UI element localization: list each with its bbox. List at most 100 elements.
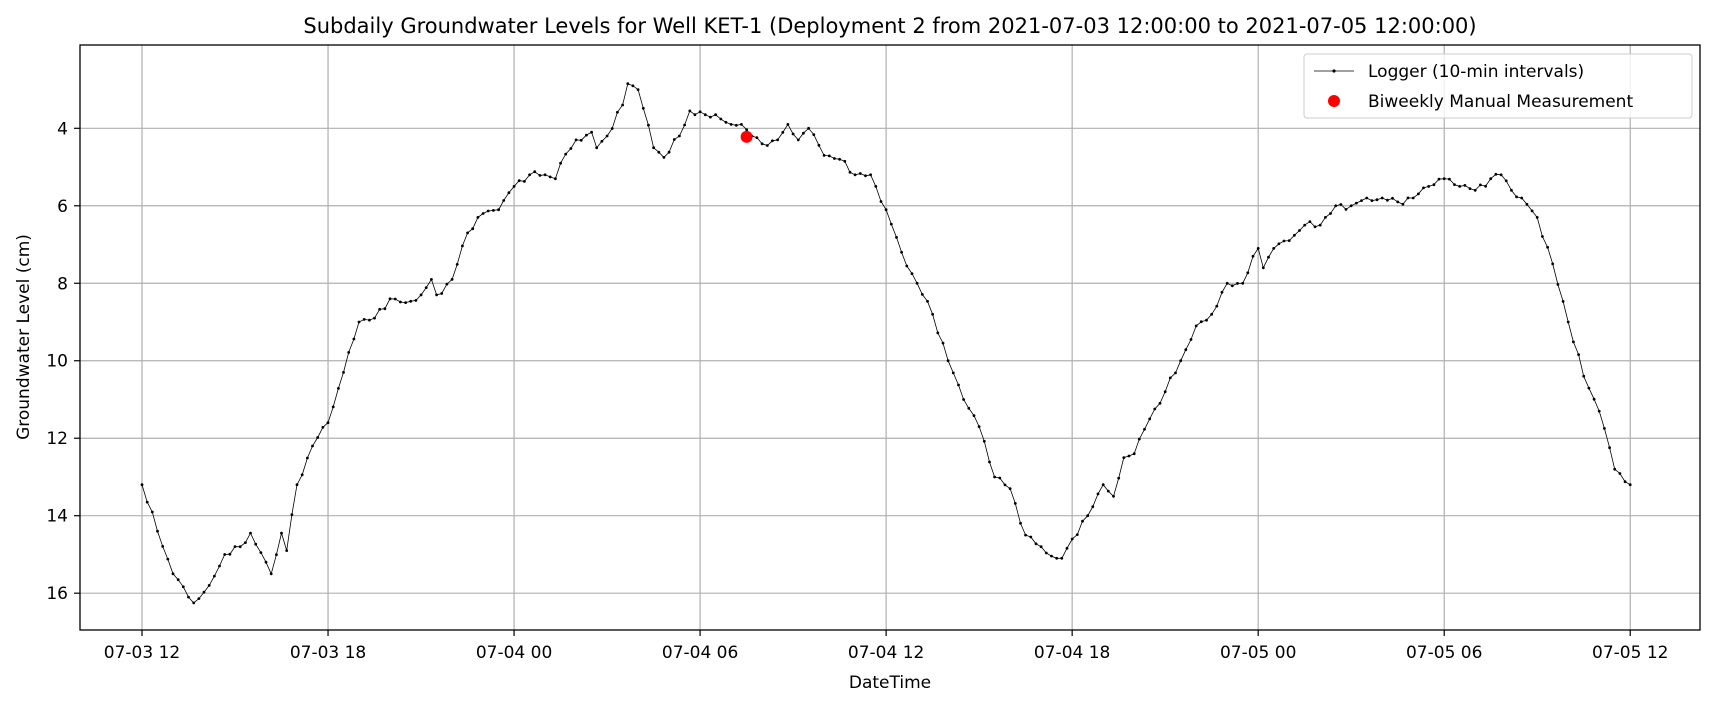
logger-point xyxy=(486,209,490,213)
logger-point xyxy=(858,172,862,175)
logger-point xyxy=(435,293,438,297)
logger-point xyxy=(1153,407,1157,411)
logger-point xyxy=(362,318,366,321)
logger-point xyxy=(1448,177,1451,181)
logger-point xyxy=(233,545,237,548)
logger-point xyxy=(414,299,418,302)
logger-point xyxy=(559,161,562,165)
logger-point xyxy=(988,460,991,464)
logger-point xyxy=(1148,417,1152,421)
logger-point xyxy=(812,133,816,137)
logger-point xyxy=(192,601,196,605)
logger-point xyxy=(1039,545,1043,549)
logger-point xyxy=(641,106,645,110)
logger-point xyxy=(564,152,568,156)
x-tick-label-7: 07-05 06 xyxy=(1406,643,1482,663)
logger-point xyxy=(1122,456,1126,459)
logger-point xyxy=(843,159,847,163)
logger-point xyxy=(1163,390,1167,394)
logger-point xyxy=(631,84,635,88)
manual-measurement-point xyxy=(740,130,753,143)
logger-point xyxy=(931,312,934,316)
logger-point xyxy=(1034,542,1038,546)
legend-logger-marker xyxy=(1332,69,1336,73)
logger-point xyxy=(316,436,320,439)
logger-point xyxy=(1137,437,1141,441)
logger-point xyxy=(1272,247,1276,250)
logger-point xyxy=(848,170,852,174)
logger-point xyxy=(895,236,898,239)
logger-point xyxy=(1308,220,1312,224)
logger-point xyxy=(1473,188,1477,192)
logger-point xyxy=(275,553,278,557)
logger-point xyxy=(1556,283,1560,286)
logger-point xyxy=(662,156,666,159)
logger-point xyxy=(1205,318,1208,322)
logger-point xyxy=(765,144,769,147)
logger-point xyxy=(941,341,945,345)
logger-point xyxy=(977,425,981,428)
logger-point xyxy=(946,359,950,363)
logger-point xyxy=(920,293,924,296)
logger-point xyxy=(171,572,175,576)
x-axis-ticks: 07-03 12 07-03 18 07-04 00 07-04 06 07-04 12… xyxy=(104,630,1668,663)
logger-point xyxy=(724,120,728,124)
logger-point xyxy=(569,147,573,150)
logger-point xyxy=(300,473,304,477)
y-tick-label-6: 16 xyxy=(46,584,68,604)
logger-point xyxy=(776,138,779,142)
logger-point xyxy=(1003,483,1007,487)
logger-point xyxy=(1179,359,1183,363)
logger-point xyxy=(1411,196,1415,200)
logger-point xyxy=(399,300,402,304)
logger-point xyxy=(507,191,511,195)
logger-point xyxy=(1535,216,1539,219)
logger-point xyxy=(771,139,774,143)
logger-point xyxy=(523,180,526,183)
logger-point xyxy=(176,578,180,582)
logger-point xyxy=(1096,492,1100,496)
logger-point xyxy=(833,157,836,160)
logger-point xyxy=(951,371,955,375)
logger-point xyxy=(1313,225,1317,229)
logger-point xyxy=(161,545,165,548)
logger-point xyxy=(1380,196,1384,200)
logger-point xyxy=(616,110,619,114)
logger-point xyxy=(1406,196,1410,200)
logger-point xyxy=(998,476,1002,480)
logger-point xyxy=(962,398,965,401)
chart-title: Subdaily Groundwater Levels for Well KET… xyxy=(303,14,1476,38)
logger-point xyxy=(238,545,242,549)
logger-point xyxy=(714,113,717,117)
logger-point xyxy=(786,123,790,126)
y-tick-label-0: 4 xyxy=(57,119,68,139)
logger-point xyxy=(481,212,485,215)
logger-point xyxy=(1174,371,1177,375)
logger-point xyxy=(1618,472,1622,475)
logger-point xyxy=(760,142,764,146)
logger-point xyxy=(709,115,712,119)
logger-point xyxy=(605,134,609,138)
y-tick-label-4: 12 xyxy=(46,429,68,449)
logger-point xyxy=(1613,467,1617,471)
logger-point xyxy=(600,139,604,143)
logger-point xyxy=(461,244,464,248)
logger-point xyxy=(910,272,914,275)
y-tick-label-2: 8 xyxy=(57,274,68,294)
logger-point xyxy=(1075,533,1079,536)
logger-point xyxy=(502,199,506,202)
logger-point xyxy=(678,134,681,138)
logger-point xyxy=(936,331,940,335)
logger-point xyxy=(1008,487,1012,490)
logger-point xyxy=(915,281,919,285)
logger-point xyxy=(378,307,382,311)
logger-point xyxy=(218,564,221,568)
logger-point xyxy=(683,123,686,127)
logger-point xyxy=(187,595,190,599)
logger-point xyxy=(1127,454,1131,458)
plot-area-background xyxy=(80,45,1700,630)
logger-point xyxy=(579,138,583,142)
logger-point xyxy=(1091,505,1095,509)
logger-point xyxy=(213,574,216,578)
